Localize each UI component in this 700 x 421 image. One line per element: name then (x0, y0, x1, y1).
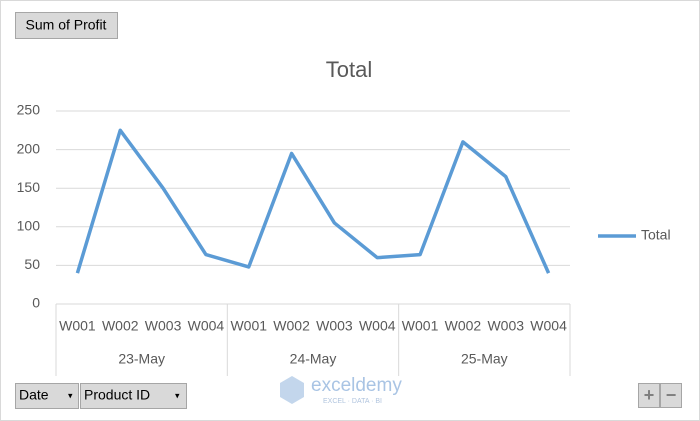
x-tick-label: W002 (273, 318, 310, 334)
x-tick-label: W003 (316, 318, 353, 334)
value-field-button[interactable] (15, 12, 118, 39)
axis-field-label: Date (19, 387, 49, 403)
chart-title: Total (326, 57, 372, 82)
axis-field-label: Product ID (84, 387, 150, 403)
legend-label: Total (641, 227, 671, 243)
axis-field-button[interactable] (80, 383, 187, 409)
zoom-button[interactable] (638, 383, 660, 408)
zoom-label: + (644, 385, 655, 405)
value-field-label: Sum of Profit (26, 17, 107, 33)
x-tick-label: W002 (102, 318, 139, 334)
watermark-logo (280, 376, 304, 404)
zoom-button[interactable] (660, 383, 682, 408)
watermark-name: exceldemy (311, 375, 402, 396)
y-tick-label: 0 (32, 295, 40, 311)
x-tick-label: W004 (188, 318, 225, 334)
x-tick-label: W004 (359, 318, 396, 334)
group-label: 23-May (118, 351, 165, 367)
zoom-label: − (666, 385, 677, 405)
x-tick-label: W003 (145, 318, 182, 334)
dropdown-arrow: ▾ (68, 390, 73, 400)
group-label: 25-May (461, 351, 508, 367)
y-tick-label: 50 (24, 256, 40, 272)
x-tick-label: W004 (530, 318, 567, 334)
group-label: 24-May (290, 351, 337, 367)
x-tick-label: W002 (445, 318, 482, 334)
y-tick-label: 200 (17, 140, 41, 156)
axis-field-button[interactable] (15, 383, 79, 409)
y-tick-label: 100 (17, 218, 41, 234)
series-line (75, 128, 551, 274)
y-tick-label: 150 (17, 179, 41, 195)
x-tick-label: W001 (59, 318, 96, 334)
y-tick-label: 250 (17, 102, 41, 118)
x-tick-label: W003 (487, 318, 524, 334)
x-tick-label: W001 (230, 318, 267, 334)
x-tick-label: W001 (402, 318, 439, 334)
watermark-tagline: EXCEL · DATA · BI (323, 398, 382, 405)
dropdown-arrow: ▾ (175, 390, 180, 400)
